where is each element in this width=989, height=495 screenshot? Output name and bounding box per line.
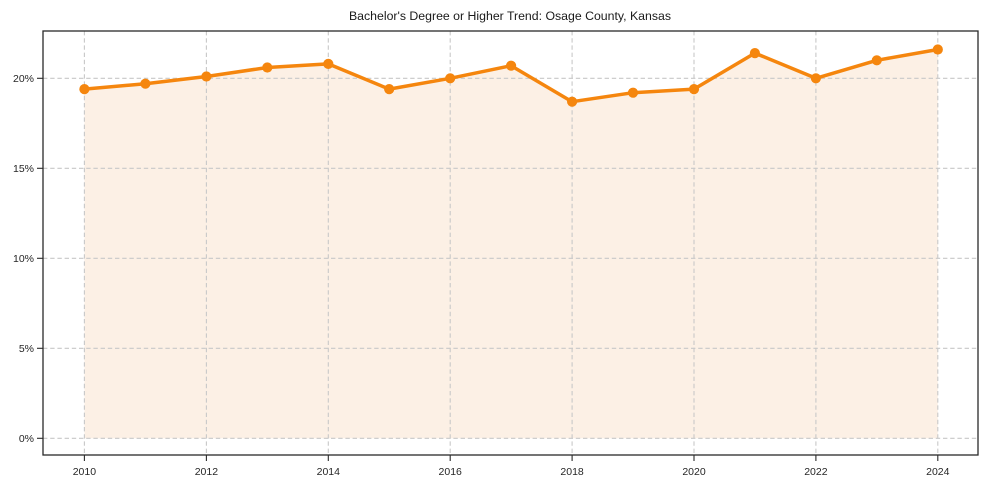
data-point-2014 <box>323 58 334 69</box>
data-point-2013 <box>262 62 273 73</box>
data-point-2016 <box>445 73 456 84</box>
area-fill <box>84 49 938 439</box>
data-point-2015 <box>384 84 395 95</box>
plot-border <box>42 30 979 456</box>
x-tick-label: 2022 <box>804 466 828 478</box>
data-point-2010 <box>79 84 90 95</box>
data-point-2023 <box>871 55 882 66</box>
y-axis: 0% 5% 10% 15% 20% <box>13 73 43 445</box>
x-tick-label: 2012 <box>195 466 219 478</box>
x-tick-label: 2024 <box>926 466 950 478</box>
chart-title: Bachelor's Degree or Higher Trend: Osage… <box>349 9 671 23</box>
data-point-2017 <box>506 60 517 71</box>
x-tick-label: 2010 <box>73 466 97 478</box>
data-point-2022 <box>810 73 822 84</box>
x-axis: 2010 2012 2014 2016 2018 2020 2022 2024 <box>73 455 950 478</box>
x-tick-label: 2016 <box>439 466 463 478</box>
data-point-2011 <box>140 78 151 89</box>
y-tick-label: 15% <box>13 163 34 175</box>
area-fill-layer <box>84 49 938 439</box>
x-tick-label: 2018 <box>560 466 584 478</box>
y-tick-label: 10% <box>13 253 34 265</box>
data-point-layer <box>79 44 943 107</box>
data-point-2018 <box>567 96 578 107</box>
y-tick-label: 5% <box>19 343 34 355</box>
data-point-2024 <box>932 44 943 55</box>
data-point-2021 <box>749 48 761 59</box>
y-tick-label: 0% <box>19 433 34 445</box>
y-tick-label: 20% <box>13 73 34 85</box>
data-point-2019 <box>627 87 639 98</box>
gridlines <box>43 31 978 455</box>
data-point-2012 <box>201 71 212 82</box>
x-tick-label: 2020 <box>682 466 706 478</box>
x-tick-label: 2014 <box>317 466 341 478</box>
data-point-2020 <box>688 84 700 95</box>
